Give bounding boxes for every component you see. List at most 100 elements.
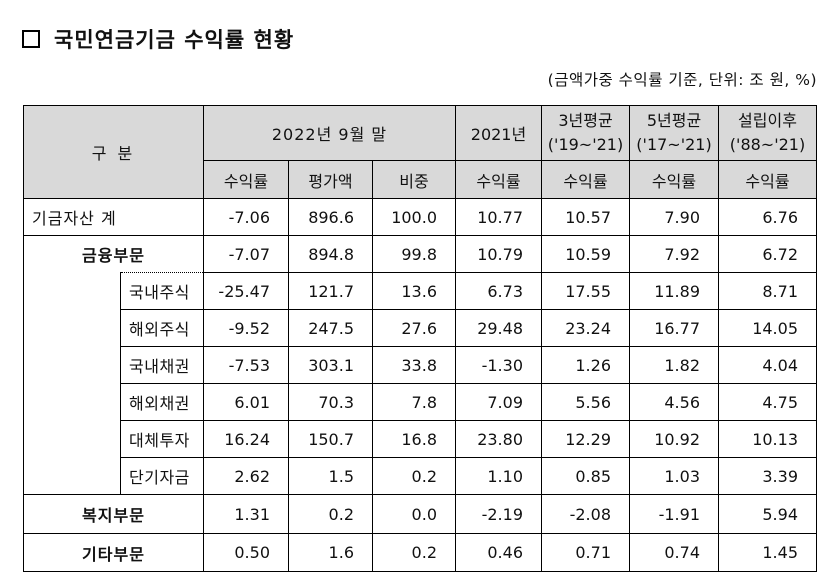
row-label: 국내채권 [120, 346, 204, 384]
cell-value: 1.82 [629, 346, 719, 384]
cell-value: 7.92 [629, 235, 719, 273]
page-title-text: 국민연금기금 수익률 현황 [54, 28, 295, 52]
cell-value: 0.85 [541, 457, 630, 495]
subheader-return-avg5: 수익률 [629, 160, 719, 199]
cell-value: -2.19 [455, 494, 542, 534]
row-label: 해외주식 [120, 309, 204, 347]
table-row-sub: 해외주식 -9.52 247.5 27.6 29.48 23.24 16.77 … [24, 309, 817, 347]
header-avg3: 3년평균 ('19~'21) [541, 105, 630, 161]
cell-value: 23.24 [541, 309, 630, 347]
cell-value: 16.8 [372, 420, 456, 458]
cell-value: -25.47 [203, 272, 289, 310]
table-row-sub: 국내채권 -7.53 303.1 33.8 -1.30 1.26 1.82 4.… [24, 346, 817, 384]
row-label: 금융부문 [23, 235, 204, 273]
cell-value: 12.29 [541, 420, 630, 458]
header-row-1: 구 분 2022년 9월 말 2021년 3년평균 ('19~'21) 5년평균… [23, 105, 817, 199]
cell-value: 10.77 [455, 198, 542, 236]
cell-value: 5.56 [541, 383, 630, 421]
cell-value: 5.94 [718, 494, 817, 534]
cell-value: 13.6 [372, 272, 456, 310]
cell-value: 2.62 [203, 457, 289, 495]
cell-value: 1.5 [288, 457, 373, 495]
cell-value: 0.71 [541, 533, 630, 572]
header-since-inception: 설립이후 ('88~'21) [718, 105, 817, 161]
page-title: 국민연금기금 수익률 현황 [22, 24, 294, 54]
fund-return-table: 구 분 2022년 9월 말 2021년 3년평균 ('19~'21) 5년평균… [23, 105, 817, 572]
subheader-return-2021: 수익률 [455, 160, 542, 199]
cell-value: 10.13 [718, 420, 817, 458]
cell-value: 1.31 [203, 494, 289, 534]
cell-value: -2.08 [541, 494, 630, 534]
row-label: 복지부문 [23, 494, 204, 534]
cell-value: 1.10 [455, 457, 542, 495]
table-row-welfare: 복지부문 1.31 0.2 0.0 -2.19 -2.08 -1.91 5.94 [23, 494, 817, 534]
cell-value: 7.09 [455, 383, 542, 421]
cell-value: 17.55 [541, 272, 630, 310]
row-label: 단기자금 [120, 457, 204, 495]
cell-value: 6.76 [718, 198, 817, 236]
cell-value: 10.79 [455, 235, 542, 273]
subheader-weight: 비중 [372, 160, 456, 199]
cell-value: 33.8 [372, 346, 456, 384]
unit-note: (금액가중 수익률 기준, 단위: 조 원, %) [547, 71, 817, 89]
cell-value: -7.06 [203, 198, 289, 236]
subheader-return: 수익률 [203, 160, 289, 199]
cell-value: 3.39 [718, 457, 817, 495]
header-category: 구 분 [23, 105, 204, 199]
header-since-title: 설립이후 [738, 111, 797, 130]
cell-value: 6.01 [203, 383, 289, 421]
cell-value: 6.72 [718, 235, 817, 273]
cell-value: 0.2 [372, 457, 456, 495]
table-row-financial: 금융부문 -7.07 894.8 99.8 10.79 10.59 7.92 6… [23, 235, 817, 273]
cell-value: 10.92 [629, 420, 719, 458]
table-row-total: 기금자산 계 -7.06 896.6 100.0 10.77 10.57 7.9… [23, 198, 817, 236]
cell-value: 303.1 [288, 346, 373, 384]
checkbox-square-icon [22, 30, 40, 48]
cell-value: 0.2 [372, 533, 456, 572]
cell-value: 0.0 [372, 494, 456, 534]
row-label: 대체투자 [120, 420, 204, 458]
table-row-other: 기타부문 0.50 1.6 0.2 0.46 0.71 0.74 1.45 [23, 533, 817, 572]
table-row-sub: 해외채권 6.01 70.3 7.8 7.09 5.56 4.56 4.75 [24, 383, 817, 421]
row-label: 국내주식 [120, 272, 204, 310]
header-avg5: 5년평균 ('17~'21) [629, 105, 719, 161]
header-avg5-range: ('17~'21) [636, 135, 712, 154]
header-year-2021: 2021년 [455, 105, 542, 161]
cell-value: 7.90 [629, 198, 719, 236]
table-row-sub: 단기자금 2.62 1.5 0.2 1.10 0.85 1.03 3.39 [24, 457, 817, 495]
cell-value: 1.03 [629, 457, 719, 495]
cell-value: 894.8 [288, 235, 373, 273]
cell-value: 150.7 [288, 420, 373, 458]
cell-value: -7.07 [203, 235, 289, 273]
row-label: 기금자산 계 [23, 198, 204, 236]
cell-value: 16.24 [203, 420, 289, 458]
cell-value: 1.45 [718, 533, 817, 572]
cell-value: 11.89 [629, 272, 719, 310]
cell-value: 0.50 [203, 533, 289, 572]
header-avg3-title: 3년평균 [558, 111, 613, 130]
header-avg3-range: ('19~'21) [547, 135, 624, 154]
table-row-sub: 대체투자 16.24 150.7 16.8 23.80 12.29 10.92 … [24, 420, 817, 458]
cell-value: 23.80 [455, 420, 542, 458]
cell-value: -9.52 [203, 309, 289, 347]
cell-value: 29.48 [455, 309, 542, 347]
cell-value: 1.26 [541, 346, 630, 384]
cell-value: 99.8 [372, 235, 456, 273]
subheader-valuation: 평가액 [288, 160, 373, 199]
cell-value: 0.2 [288, 494, 373, 534]
cell-value: 4.56 [629, 383, 719, 421]
cell-value: 4.04 [718, 346, 817, 384]
cell-value: 6.73 [455, 272, 542, 310]
cell-value: 100.0 [372, 198, 456, 236]
header-row-2: 수익률 평가액 비중 수익률 수익률 수익률 수익률 [24, 160, 817, 199]
cell-value: 16.77 [629, 309, 719, 347]
cell-value: 247.5 [288, 309, 373, 347]
subheader-return-avg3: 수익률 [541, 160, 630, 199]
indent-spacer [23, 272, 121, 495]
cell-value: -1.30 [455, 346, 542, 384]
cell-value: 27.6 [372, 309, 456, 347]
cell-value: 10.57 [541, 198, 630, 236]
cell-value: 10.59 [541, 235, 630, 273]
header-period-2022: 2022년 9월 말 [203, 105, 456, 161]
header-avg5-title: 5년평균 [646, 111, 702, 130]
